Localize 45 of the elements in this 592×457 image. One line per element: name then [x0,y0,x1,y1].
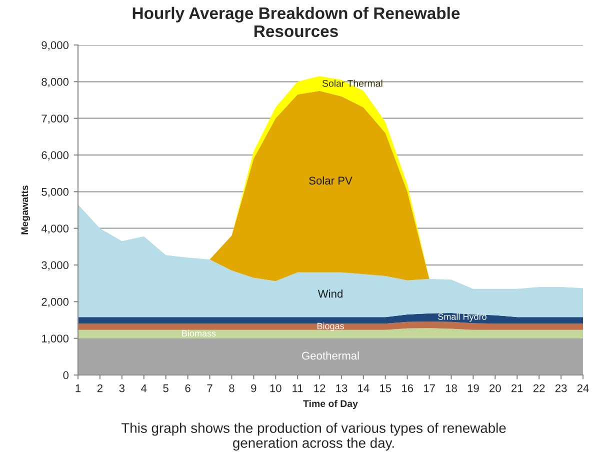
x-tick-label: 1 [76,384,81,392]
y-tick-label: 9,000 [42,41,69,50]
x-tick-label: 13 [336,384,348,392]
chart-title: Hourly Average Breakdown of Renewable Resources [132,6,460,38]
series-label: Geothermal [302,351,359,360]
y-tick-label: 6,000 [42,151,69,160]
y-tick-label: 2,000 [42,298,69,308]
x-tick-label: 18 [446,384,457,392]
series-label: Biogas [317,322,344,331]
series-label: Solar PV [309,176,352,185]
x-axis-title: Time of Day [303,400,358,410]
y-tick-label: 8,000 [42,78,69,88]
x-tick-label: 17 [424,384,435,392]
x-tick-label: 20 [490,384,501,392]
x-tick-label: 19 [468,384,479,392]
x-tick-label: 15 [380,384,392,392]
x-tick-label: 11 [292,384,303,392]
x-tick-label: 8 [229,384,234,392]
x-tick-label: 3 [119,384,125,392]
x-tick-label: 4 [141,384,147,392]
text: This graph shows the production of various types of renewable generation across the day. [121,422,506,451]
x-tick-label: 7 [207,384,212,392]
x-tick-label: 6 [185,384,190,392]
y-tick-label: 3,000 [42,261,69,270]
series-label: Solar Thermal [322,80,382,87]
x-tick-label: 10 [270,384,282,392]
x-tick-label: 24 [577,384,589,392]
series-label: Small Hydro [438,313,486,322]
x-tick-label: 5 [163,384,168,392]
series-label: Biomass [182,330,216,337]
x-tick-label: 21 [512,384,523,392]
x-tick-label: 12 [314,384,326,392]
x-tick-label: 14 [358,384,370,392]
x-tick-label: 22 [533,384,545,392]
y-tick-label: 4,000 [41,224,69,234]
series-label: Wind [318,290,342,298]
y-tick-label: 7,000 [42,114,69,124]
x-tick-label: 2 [97,384,102,392]
y-tick-label: 0 [63,371,69,380]
y-tick-label: 1,000 [42,334,69,344]
y-tick-label: 5,000 [42,188,69,198]
x-tick-label: 23 [555,384,567,392]
x-tick-label: 16 [402,384,414,392]
x-tick-label: 9 [251,384,256,392]
y-axis-title: Megawatts [21,186,30,234]
